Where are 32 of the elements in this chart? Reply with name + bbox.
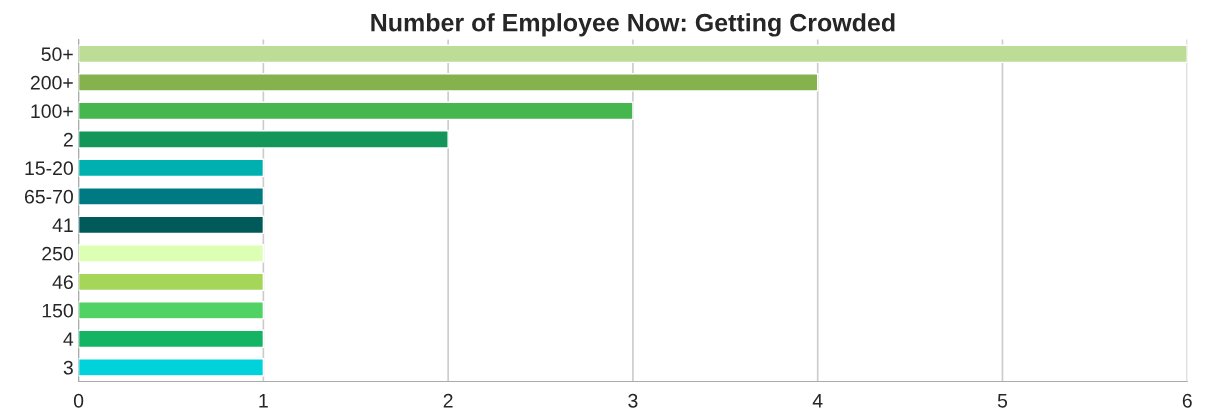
y-tick-label: 41	[52, 218, 73, 232]
x-tick-label: 2	[443, 393, 453, 408]
x-tick-label: 4	[812, 394, 823, 408]
bar	[78, 272, 265, 292]
bar	[78, 130, 449, 149]
y-tick-label: 3	[63, 360, 73, 375]
bar	[78, 329, 265, 349]
x-tick-label: 0	[73, 393, 84, 408]
bar	[78, 158, 265, 178]
bar	[78, 215, 265, 235]
bar	[78, 73, 819, 92]
y-tick-label: 65-70	[24, 189, 73, 204]
chart-title: Number of Employee Now: Getting Crowded	[371, 13, 895, 37]
bar	[78, 301, 265, 320]
y-tick-label: 250	[42, 246, 73, 261]
bar	[78, 244, 265, 263]
y-tick-label: 46	[52, 275, 73, 290]
bar	[78, 358, 265, 377]
x-tick-label: 5	[997, 394, 1008, 408]
x-tick-label: 1	[259, 394, 268, 408]
bar	[78, 187, 265, 206]
y-tick-label: 2	[63, 132, 73, 147]
y-tick-label: 50+	[41, 47, 73, 62]
y-tick-label: 15-20	[25, 161, 73, 176]
bar	[78, 44, 1188, 64]
x-tick-label: 3	[628, 393, 638, 408]
bar	[78, 101, 634, 121]
x-tick-label: 6	[1182, 393, 1192, 408]
y-tick-label: 200+	[30, 75, 73, 90]
y-tick-label: 150	[42, 303, 73, 318]
y-tick-label: 100+	[31, 104, 73, 119]
y-tick-label: 4	[63, 332, 74, 346]
